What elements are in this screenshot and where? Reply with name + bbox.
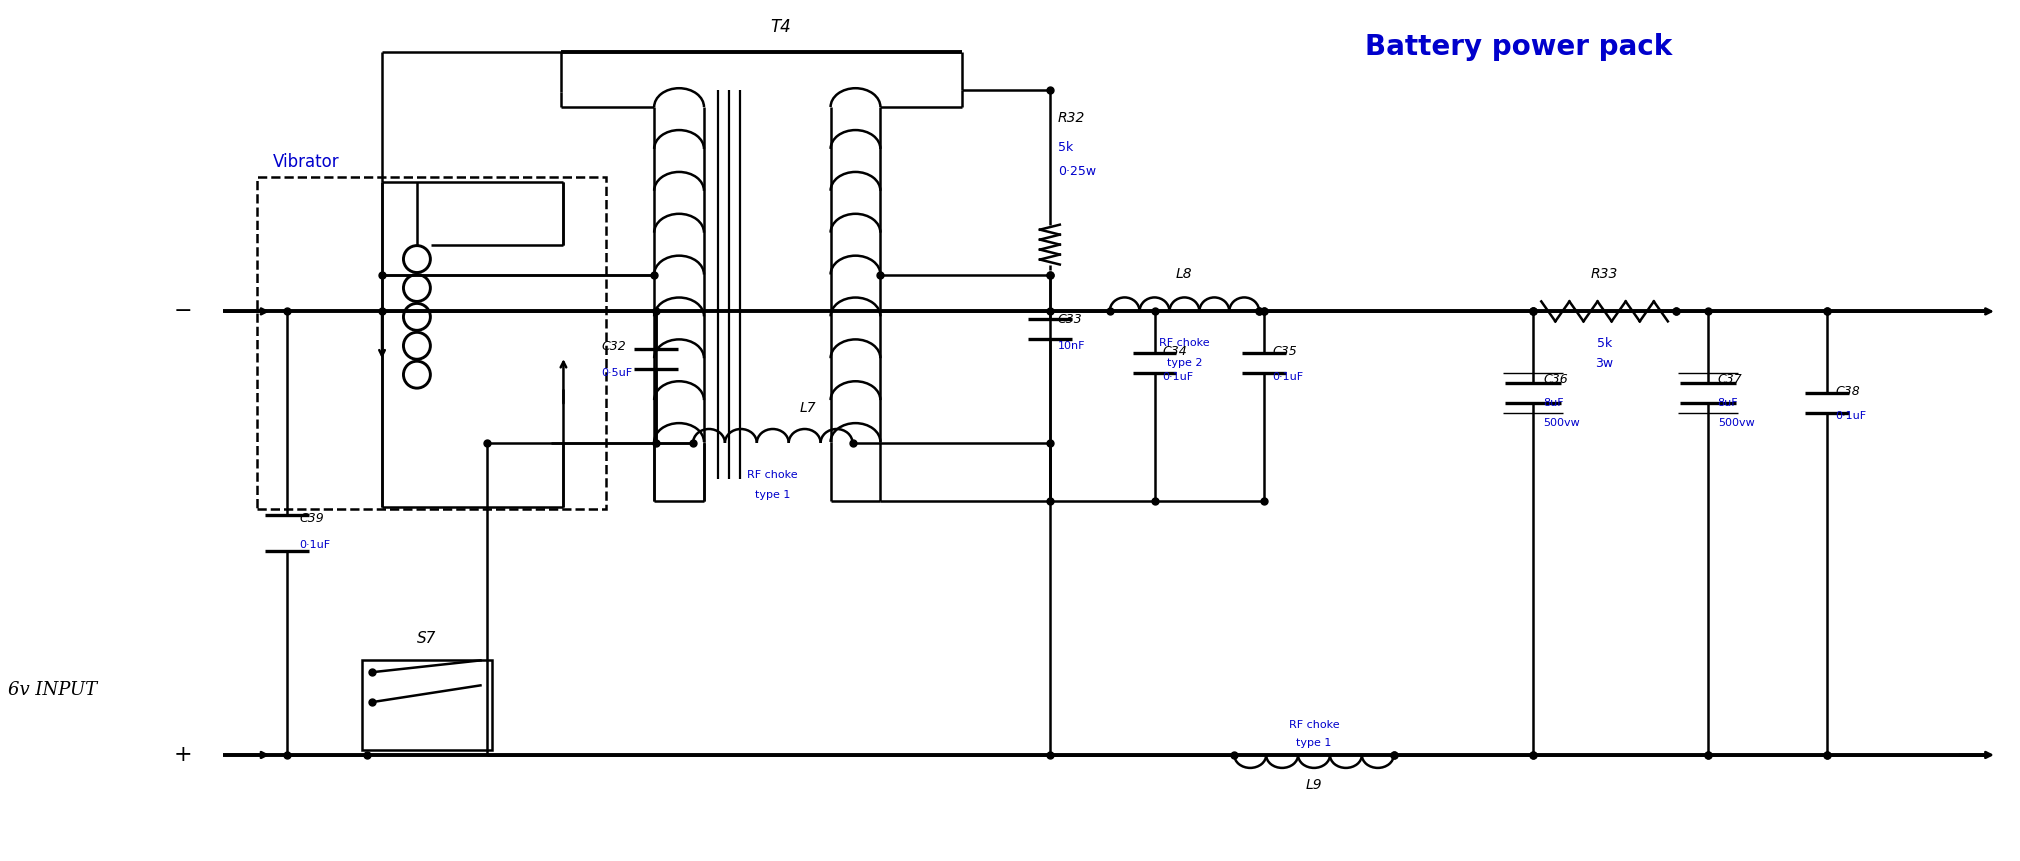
Text: −: −	[174, 300, 192, 322]
Text: S7: S7	[418, 631, 436, 646]
Text: 0·25w: 0·25w	[1058, 165, 1097, 178]
Text: L8: L8	[1176, 267, 1192, 281]
Text: C33: C33	[1058, 313, 1083, 325]
Text: RF choke: RF choke	[747, 470, 798, 480]
Text: 0·1uF: 0·1uF	[1273, 372, 1303, 382]
Text: 0·5uF: 0·5uF	[602, 369, 632, 378]
Bar	[257, 177, 606, 509]
Text: C32: C32	[602, 340, 626, 353]
Text: 0·1uF: 0·1uF	[1836, 411, 1866, 421]
Text: C35: C35	[1273, 344, 1297, 358]
Text: type 1: type 1	[755, 490, 790, 499]
Text: 0·1uF: 0·1uF	[299, 540, 331, 550]
Text: L7: L7	[800, 401, 816, 415]
Text: C39: C39	[299, 511, 323, 524]
Text: C34: C34	[1162, 344, 1188, 358]
Text: 6v INPUT: 6v INPUT	[8, 681, 97, 699]
Text: 0·1uF: 0·1uF	[1162, 372, 1194, 382]
Bar	[362, 660, 491, 750]
Text: Vibrator: Vibrator	[273, 153, 339, 170]
Text: C38: C38	[1836, 385, 1860, 398]
Text: T4: T4	[770, 18, 792, 36]
Text: Battery power pack: Battery power pack	[1366, 34, 1673, 61]
Text: type 1: type 1	[1297, 738, 1331, 748]
Text: C36: C36	[1543, 373, 1568, 386]
Text: RF choke: RF choke	[1159, 338, 1210, 349]
Text: RF choke: RF choke	[1289, 720, 1339, 730]
Text: R32: R32	[1058, 111, 1085, 125]
Text: 5k: 5k	[1058, 141, 1073, 154]
Text: R33: R33	[1592, 267, 1618, 281]
Text: L9: L9	[1305, 777, 1323, 792]
Text: 500vw: 500vw	[1717, 418, 1755, 428]
Text: 8uF: 8uF	[1717, 398, 1739, 408]
Text: 500vw: 500vw	[1543, 418, 1580, 428]
Text: +: +	[174, 744, 192, 766]
Text: C37: C37	[1717, 373, 1743, 386]
Text: type 2: type 2	[1168, 358, 1202, 369]
Text: 3w: 3w	[1596, 356, 1614, 369]
Text: 8uF: 8uF	[1543, 398, 1563, 408]
Text: 10nF: 10nF	[1058, 341, 1085, 351]
Text: 5k: 5k	[1598, 337, 1612, 350]
